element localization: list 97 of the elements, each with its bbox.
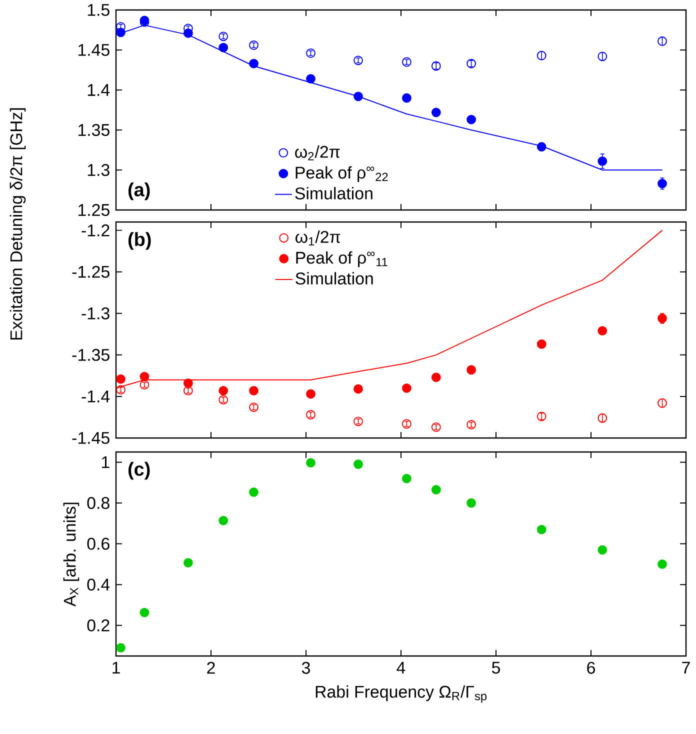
x-tick-label: 5: [492, 662, 500, 674]
point: [116, 28, 126, 38]
point: [354, 416, 363, 426]
point: [116, 374, 126, 384]
point: [431, 485, 441, 494]
legend-label: ω$_{1}$/2π: [296, 230, 340, 246]
y-tick-label: -1.2: [82, 224, 110, 236]
x-tick-label: 3: [302, 662, 310, 674]
point: [658, 560, 667, 569]
point: [466, 58, 476, 68]
point: [218, 32, 228, 42]
point: [658, 398, 667, 408]
point: [466, 420, 476, 430]
point: [431, 372, 441, 382]
point: [431, 108, 441, 118]
point: [536, 339, 546, 349]
annotation: (b): [128, 232, 151, 250]
point: [218, 42, 228, 52]
point: [598, 326, 608, 336]
y-tick-label: -1.45: [72, 432, 110, 444]
point: [536, 142, 546, 152]
point: [306, 389, 316, 399]
point: [431, 61, 441, 71]
point: [466, 498, 476, 508]
y-tick-label: 0.6: [87, 538, 110, 550]
point: [354, 384, 363, 394]
point: [598, 545, 608, 555]
point: [402, 383, 412, 393]
point: [431, 422, 441, 432]
y-tick-label: -1.4: [82, 390, 110, 402]
point: [306, 410, 316, 420]
y-axis-title: Excitation Detuning δ/2π [GHz]: [10, 108, 26, 340]
legend-label: Peak of ρ$^{∞}$22: [296, 166, 388, 182]
point: [536, 412, 546, 422]
point: [598, 413, 608, 423]
y-tick-label: 1.45: [78, 44, 110, 56]
x-tick-label: 7: [682, 662, 690, 674]
legend-label: Peak of ρ$^{∞}$11: [296, 251, 388, 268]
point: [116, 643, 126, 653]
y-tick-label: 1.4: [88, 84, 110, 96]
point: [218, 395, 228, 404]
point: [184, 558, 193, 568]
point: [249, 40, 258, 50]
y-axis-title: A$_{X}$ [arb. units]: [63, 502, 80, 607]
point: [116, 385, 126, 395]
y-tick-label: 1.5: [88, 4, 110, 16]
point: [536, 524, 546, 534]
point: [306, 48, 316, 58]
annotation: (c): [128, 462, 150, 480]
y-tick-label: 0.8: [87, 497, 110, 510]
point: [249, 402, 258, 412]
point: [658, 314, 667, 324]
y-tick-label: -1.3: [82, 307, 110, 320]
point: [140, 608, 150, 618]
x-tick-label: 2: [207, 662, 215, 674]
annotation: (a): [128, 182, 150, 200]
y-tick-label: 0.4: [87, 578, 110, 591]
point: [249, 386, 258, 396]
point: [354, 92, 363, 102]
point: [402, 93, 412, 103]
point: [598, 156, 608, 166]
point: [466, 114, 476, 124]
legend-label: ω$_{2}$/2π: [295, 145, 340, 160]
x-tick-label: 4: [396, 662, 406, 674]
point: [306, 458, 316, 468]
point: [306, 74, 316, 84]
point: [598, 52, 608, 62]
point: [249, 58, 258, 68]
point: [218, 516, 228, 526]
point: [218, 386, 228, 396]
legend-label: Simulation: [296, 272, 373, 285]
legend-label: Simulation: [295, 187, 372, 200]
y-tick-label: -1.25: [72, 266, 110, 278]
point: [354, 56, 363, 66]
x-axis-title: Rabi Frequency Ω$_{R}$/Γ$_{sp}$: [316, 685, 487, 703]
point: [249, 487, 258, 497]
y-tick-label: 0.2: [87, 619, 110, 632]
point: [184, 378, 193, 388]
point: [402, 474, 412, 484]
y-tick-label: 1.3: [88, 164, 110, 176]
point: [140, 380, 150, 390]
y-tick-label: 1.25: [78, 204, 110, 216]
point: [466, 365, 476, 375]
point: [184, 28, 193, 38]
y-tick-label: -1.35: [72, 348, 110, 361]
x-tick-label: 1: [112, 662, 120, 674]
point: [658, 178, 667, 188]
x-tick-label: 6: [587, 662, 595, 674]
point: [536, 50, 546, 60]
point: [184, 386, 193, 396]
y-tick-label: 1: [102, 456, 110, 468]
y-tick-label: 1.35: [78, 124, 110, 136]
point: [658, 36, 667, 46]
point: [354, 460, 363, 469]
point: [402, 419, 412, 429]
point: [140, 372, 150, 382]
point: [402, 57, 412, 67]
